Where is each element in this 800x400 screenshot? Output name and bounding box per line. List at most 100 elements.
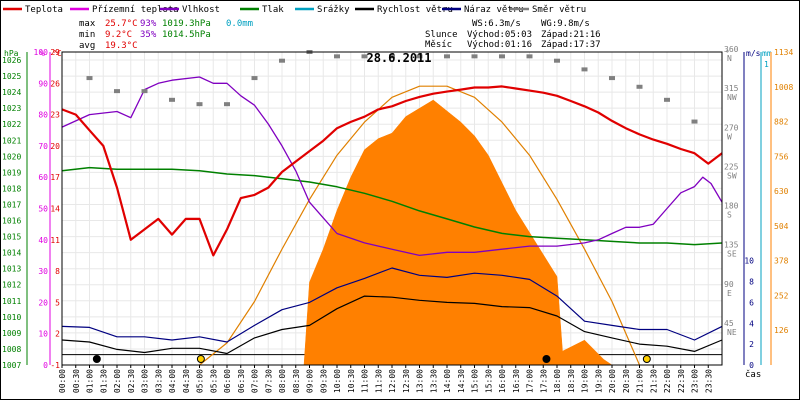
x-tick-label: 22:30 <box>677 369 686 393</box>
temperature-line <box>61 85 723 257</box>
dir-tick-compass: SE <box>727 250 737 259</box>
x-tick-label: 16:30 <box>512 369 521 393</box>
x-tick-label: 04:00 <box>168 369 177 393</box>
mm-tick-label: 1 <box>764 60 769 69</box>
x-tick-label: 03:30 <box>154 369 163 393</box>
wm2-tick-label: 1008 <box>774 83 793 92</box>
dir-tick-label: 315 <box>724 84 739 93</box>
x-tick-label: 17:30 <box>539 369 548 393</box>
x-tick-label: 21:00 <box>636 369 645 393</box>
legend: Teplota Přízemní teplota Vlhkost Tlak Srážky… <box>3 5 586 15</box>
temp-axis-unit: °C <box>52 49 62 58</box>
hpa-tick-label: 1018 <box>2 184 21 193</box>
wm2-tick-label: 504 <box>774 222 789 231</box>
wind-direction-point <box>664 97 670 102</box>
dir-tick-label: 45 <box>724 319 734 328</box>
x-tick-label: 13:30 <box>429 369 438 393</box>
x-tick-label: 01:00 <box>86 369 95 393</box>
wind-direction-point <box>636 84 643 89</box>
x-tick-label: 04:30 <box>182 369 191 393</box>
x-tick-label: 13:00 <box>416 369 425 393</box>
hpa-tick-label: 1012 <box>2 281 21 290</box>
dir-tick-compass: E <box>727 289 732 298</box>
x-tick-label: 09:30 <box>319 369 328 393</box>
x-tick-label: 05:00 <box>196 369 205 393</box>
temp-tick-label: 26 <box>50 79 60 88</box>
wind-direction-point <box>581 67 588 72</box>
ms-tick-label: 0 <box>749 361 754 370</box>
astro-markers <box>92 355 651 363</box>
wind-direction-point <box>114 89 120 94</box>
hpa-tick-label: 1014 <box>2 249 21 258</box>
sunset-marker <box>642 355 651 363</box>
x-tick-label: 01:30 <box>99 369 108 393</box>
legend-label: Teplota <box>25 5 63 15</box>
x-tick-label: 05:30 <box>209 369 218 393</box>
moon-label: Měsíc <box>425 40 452 50</box>
x-tick-label: 17:00 <box>526 369 535 393</box>
ms-tick-label: 8 <box>749 278 754 287</box>
x-tick-label: 08:30 <box>292 369 301 393</box>
dir-tick-label: 180 <box>724 202 739 211</box>
x-tick-label: 11:00 <box>361 369 370 393</box>
pct-tick-label: 0 <box>43 361 48 370</box>
sunrise-marker <box>196 355 205 363</box>
pct-tick-label: 100 <box>34 48 49 57</box>
x-tick-label: 20:30 <box>622 369 631 393</box>
legend-label: Srážky <box>317 5 350 15</box>
x-tick-label: 07:00 <box>251 369 260 393</box>
hpa-tick-label: 1017 <box>2 200 21 209</box>
ms-tick-label: 4 <box>749 319 754 328</box>
wind-direction-point <box>251 76 258 81</box>
x-tick-label: 02:00 <box>113 369 122 393</box>
x-tick-label: 12:00 <box>388 369 397 393</box>
pressure-line <box>61 166 723 246</box>
wind-direction-point <box>279 58 285 63</box>
wm2-tick-label: 1134 <box>774 48 793 57</box>
stats-max-temp: 25.7°C <box>105 19 138 29</box>
x-tick-label: 15:00 <box>471 369 480 393</box>
temp-tick-label: 23 <box>50 111 60 120</box>
hpa-axis-unit: hPa <box>4 49 19 58</box>
radiation-area <box>199 99 613 366</box>
hpa-tick-label: 1010 <box>2 313 21 322</box>
temp-tick-label: 11 <box>50 236 60 245</box>
x-tick-label: 07:30 <box>264 369 273 393</box>
dir-tick-compass: W <box>727 132 732 141</box>
pct-tick-label: 50 <box>38 205 48 214</box>
wind-direction-point <box>389 54 395 59</box>
dir-tick-compass: NW <box>727 93 737 102</box>
pct-axis-unit: % <box>40 49 45 58</box>
hpa-tick-label: 1011 <box>2 297 21 306</box>
legend-label: Směr větru <box>532 5 586 15</box>
stats-min-hum: 35% <box>140 30 157 40</box>
x-tick-label: 18:00 <box>553 369 562 393</box>
x-tick-label: 06:30 <box>237 369 246 393</box>
stats-max-press: 1019.3hPa <box>162 19 211 29</box>
pct-tick-label: 60 <box>38 173 48 182</box>
stats-min-label: min <box>79 30 95 40</box>
hpa-tick-label: 1013 <box>2 265 21 274</box>
dir-tick-label: 225 <box>724 162 739 171</box>
wind-ws: WS:6.3m/s <box>472 19 521 29</box>
humidity-line <box>61 76 723 257</box>
pct-tick-label: 90 <box>38 79 48 88</box>
x-tick-label: 00:00 <box>58 369 67 393</box>
x-tick-label: 14:00 <box>443 369 452 393</box>
wind-direction-point <box>609 76 615 81</box>
pct-tick-label: 30 <box>38 267 48 276</box>
moonrise-marker <box>92 355 101 363</box>
hpa-tick-label: 1024 <box>2 88 21 97</box>
ms-axis-unit: m/s <box>746 49 761 58</box>
x-tick-label: 19:30 <box>594 369 603 393</box>
legend-label: Náraz větru <box>464 5 524 15</box>
x-tick-label: 23:30 <box>704 369 713 393</box>
dir-tick-compass: SW <box>727 171 737 180</box>
wind-gust-line <box>61 267 723 343</box>
x-tick-label: 23:00 <box>691 369 700 393</box>
chart-title: 28.6.2011 <box>366 51 431 65</box>
pct-tick-label: 70 <box>38 142 48 151</box>
hpa-tick-label: 1009 <box>2 329 21 338</box>
wm2-tick-label: 252 <box>774 291 789 300</box>
wm2-tick-label: 756 <box>774 152 789 161</box>
